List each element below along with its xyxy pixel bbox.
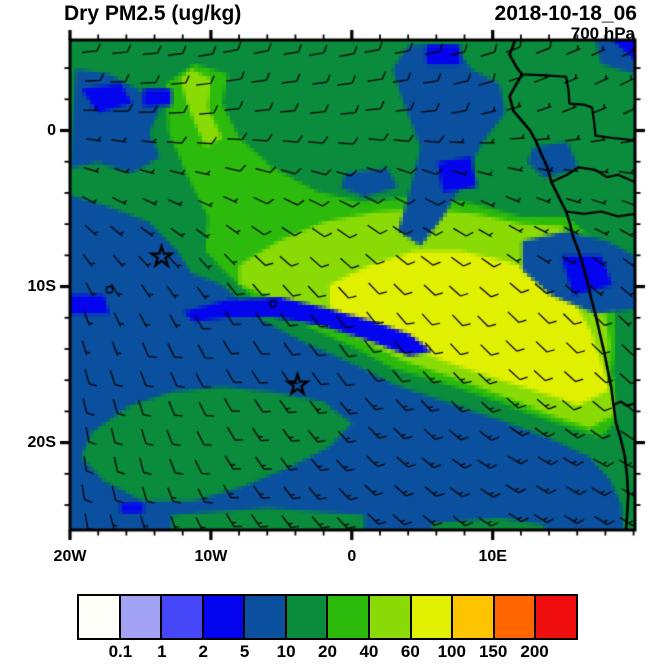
y-axis-label: 20S [27, 433, 56, 451]
colorbar-label: 0.1 [108, 642, 133, 661]
colorbar-label: 2 [198, 642, 208, 661]
colorbar-cell [451, 596, 493, 638]
colorbar-cell [409, 596, 452, 638]
colorbar-cell [534, 596, 576, 638]
x-axis-label: 10E [478, 548, 507, 565]
colorbar-label: 150 [478, 642, 508, 661]
colorbar-label: 100 [437, 642, 466, 661]
colorbar-cell [79, 596, 119, 638]
x-axis-label: 20W [53, 548, 87, 565]
colorbar-cell [368, 596, 410, 638]
colorbar-cell [201, 596, 244, 638]
colorbar-label: 60 [400, 642, 420, 661]
colorbar-cell [492, 596, 535, 638]
colorbar-cell [160, 596, 202, 638]
colorbar-cell [243, 596, 285, 638]
colorbar-label: 10 [276, 642, 296, 661]
x-axis-label: 10W [194, 548, 228, 565]
colorbar [77, 594, 578, 640]
colorbar-cell [284, 596, 327, 638]
colorbar-label: 200 [520, 642, 549, 661]
colorbar-label: 5 [239, 642, 250, 661]
y-axis-label: 0 [47, 121, 56, 139]
colorbar-cell [118, 596, 161, 638]
map-canvas [0, 0, 650, 578]
colorbar-label: 1 [157, 642, 167, 661]
x-axis-label: 0 [347, 548, 357, 565]
colorbar-label: 40 [359, 642, 379, 661]
colorbar-cell [326, 596, 369, 638]
colorbar-label: 20 [318, 642, 337, 661]
y-axis-label: 10S [27, 277, 56, 295]
